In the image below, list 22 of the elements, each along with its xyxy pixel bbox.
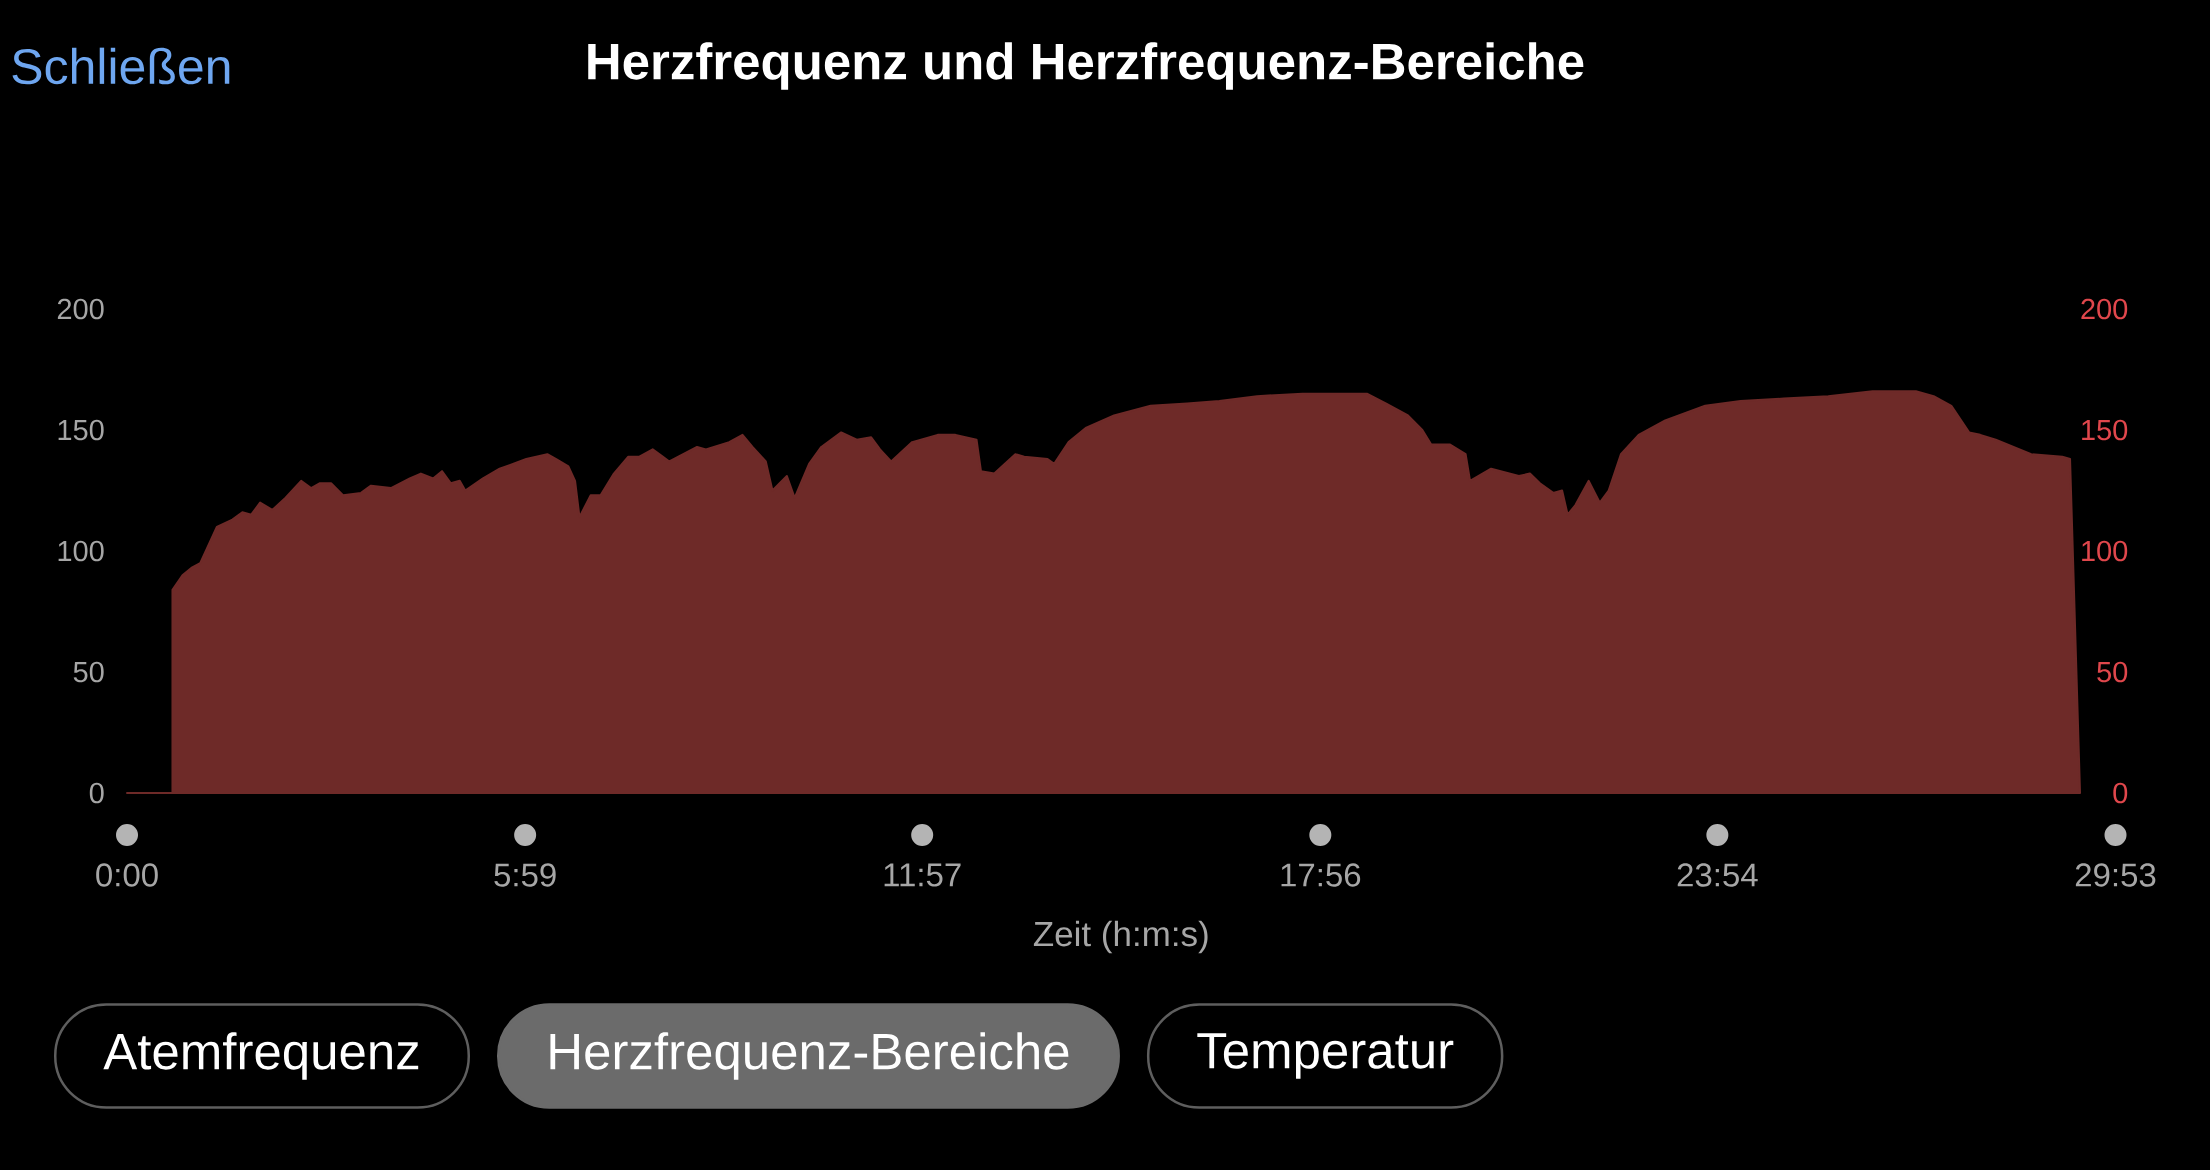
y2-tick-label: 200 bbox=[2081, 298, 2128, 320]
y2-tick-label: 50 bbox=[2097, 661, 2128, 683]
y-tick-label: 50 bbox=[73, 661, 104, 683]
y2-tick-label: 100 bbox=[2082, 540, 2128, 562]
x-tick-label: 29:53 bbox=[2075, 863, 2156, 887]
text: Atemfrequenz bbox=[103, 1032, 419, 1080]
chart-title: Herzfrequenz und Herzfrequenz-Bereiche bbox=[588, 42, 1584, 90]
y-tick-label: 0 bbox=[89, 782, 104, 804]
y2-tick-label: 0 bbox=[2113, 782, 2128, 804]
x-tick-label: 11:57 bbox=[884, 863, 961, 887]
text: Schließen bbox=[12, 47, 230, 85]
text: Herzfrequenz-Bereiche bbox=[550, 1032, 1069, 1080]
y2-tick-label: 150 bbox=[2082, 419, 2128, 441]
y-tick-label: 200 bbox=[57, 298, 104, 320]
x-axis-title: Zeit (h:m:s) bbox=[1033, 920, 1208, 954]
text: Temperatur bbox=[1197, 1033, 1454, 1079]
x-tick-label: 23:54 bbox=[1677, 863, 1758, 887]
x-tick-label: 0:00 bbox=[96, 863, 158, 887]
y-tick-label: 100 bbox=[58, 540, 104, 562]
y-tick-label: 150 bbox=[58, 419, 104, 441]
x-tick-label: 5:59 bbox=[494, 863, 556, 887]
x-tick-label: 17:56 bbox=[1281, 863, 1361, 887]
